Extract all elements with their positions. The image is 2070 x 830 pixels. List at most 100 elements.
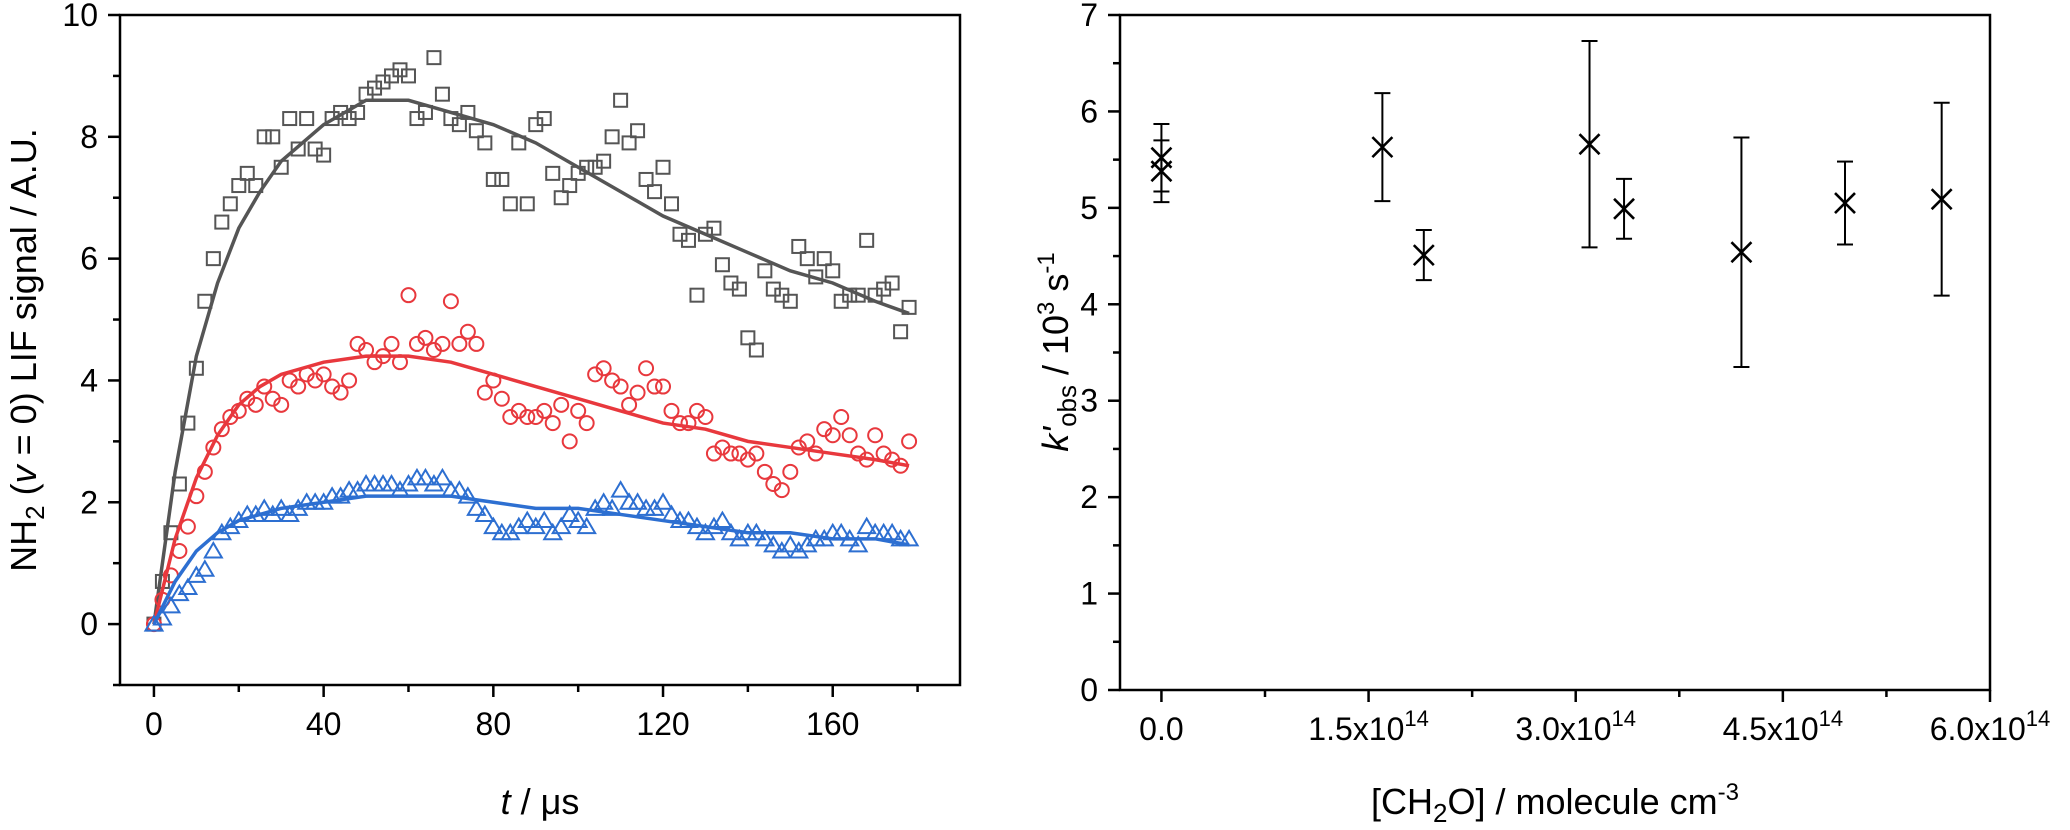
- data-point-circle: [230, 402, 247, 419]
- data-point-circle: [655, 378, 672, 395]
- data-point-triangle: [525, 516, 547, 535]
- data-point-circle: [247, 396, 264, 413]
- data-point-circle: [468, 335, 485, 352]
- left-y-axis-title: NH2 (v = 0) LIF signal / A.U.: [3, 128, 50, 572]
- data-point-circle: [663, 402, 680, 419]
- data-point-square: [426, 50, 442, 66]
- data-point-circle: [697, 409, 714, 425]
- y-tick-label: 8: [80, 119, 98, 155]
- data-point-cross: [1730, 241, 1753, 264]
- data-point-triangle: [847, 534, 869, 553]
- data-point-cross: [1834, 192, 1856, 214]
- data-point-circle: [833, 409, 850, 425]
- left-plot-frame: [118, 13, 962, 687]
- data-point-triangle: [533, 510, 555, 529]
- data-point-circle: [383, 335, 400, 352]
- data-point-circle: [722, 445, 739, 462]
- x-tick-label: 80: [476, 706, 512, 742]
- data-point-square: [893, 324, 909, 340]
- x-tick-label: 160: [806, 706, 859, 742]
- x-tick-label: 0.0: [1139, 711, 1183, 747]
- data-point-square: [502, 196, 518, 212]
- data-point-circle: [756, 463, 773, 480]
- data-point-circle: [536, 402, 553, 419]
- data-point-square: [197, 293, 213, 309]
- data-point-circle: [358, 342, 375, 358]
- data-point-triangle: [194, 559, 216, 577]
- lif-signal-chart: 0 40 80 120 160 0 2 4 6 8 10 t / μs NH2 (v = 0) LI…: [3, 0, 962, 822]
- data-point-square: [706, 220, 722, 236]
- data-point-circle: [459, 323, 476, 340]
- data-point-square: [714, 257, 730, 273]
- data-point-square: [757, 263, 773, 279]
- data-point-triangle: [584, 498, 606, 516]
- data-point-square: [468, 123, 484, 139]
- y-tick-label: 2: [80, 484, 98, 520]
- data-point-square: [273, 159, 289, 175]
- data-point-square: [799, 251, 815, 267]
- data-point-triangle: [763, 534, 784, 553]
- data-point-circle: [341, 372, 358, 389]
- data-point-cross: [1578, 133, 1601, 156]
- data-point-triangle: [542, 522, 563, 541]
- data-point-circle: [205, 439, 222, 456]
- data-point-square: [680, 232, 696, 248]
- data-point-circle: [629, 384, 646, 401]
- data-point-square: [460, 104, 476, 120]
- data-point-circle: [901, 433, 918, 450]
- y-tick-label: 7: [1080, 0, 1098, 33]
- left-x-axis-title: t / μs: [501, 781, 580, 822]
- data-point-square: [299, 111, 315, 127]
- y-tick-label: 4: [80, 362, 98, 398]
- data-point-circle: [493, 390, 510, 407]
- data-point-circle: [273, 396, 290, 413]
- x-tick-label: 1.5x1014: [1308, 706, 1429, 747]
- data-point-square: [647, 184, 663, 200]
- x-tick-label: 0: [145, 706, 163, 742]
- data-point-circle: [476, 384, 493, 401]
- right-plot-frame: [1118, 13, 1992, 692]
- data-point-circle: [612, 378, 629, 395]
- data-point-square: [884, 275, 900, 291]
- data-point-circle: [256, 378, 273, 395]
- data-point-triangle: [211, 522, 233, 541]
- data-point-square: [239, 165, 255, 181]
- data-point-circle: [290, 378, 307, 395]
- data-point-triangle: [898, 528, 920, 547]
- right-x-axis-title: [CH2O] / molecule cm-3: [1371, 779, 1739, 828]
- data-point-square: [655, 159, 671, 175]
- data-point-square: [613, 92, 629, 108]
- data-point-circle: [400, 287, 417, 304]
- data-point-circle: [519, 409, 536, 425]
- data-point-cross: [1613, 197, 1635, 220]
- data-point-square: [782, 293, 798, 309]
- data-point-triangle: [449, 480, 470, 498]
- data-point-square: [188, 360, 204, 376]
- data-point-circle: [196, 463, 213, 480]
- data-point-square: [485, 171, 501, 187]
- data-point-triangle: [287, 498, 309, 516]
- data-point-square: [579, 159, 595, 175]
- data-point-square: [842, 287, 858, 303]
- data-point-circle: [485, 372, 502, 389]
- data-point-circle: [799, 433, 816, 450]
- data-point-circle: [417, 329, 434, 346]
- data-point-circle: [807, 445, 824, 462]
- left-axis-ticks: 0 40 80 120 160 0 2 4 6 8 10: [62, 0, 919, 742]
- data-point-square: [562, 178, 578, 194]
- data-point-square: [553, 190, 569, 206]
- data-point-square: [265, 129, 281, 145]
- data-point-triangle: [186, 565, 207, 583]
- data-point-triangle: [466, 498, 487, 516]
- y-tick-label: 10: [62, 0, 98, 33]
- data-point-circle: [213, 421, 230, 438]
- data-point-triangle: [601, 498, 623, 516]
- data-point-cross: [1150, 160, 1173, 183]
- data-point-circle: [892, 457, 909, 474]
- data-point-square: [850, 287, 866, 303]
- data-point-triangle: [813, 528, 835, 547]
- data-point-square: [180, 415, 196, 431]
- data-point-circle: [332, 384, 349, 401]
- y-tick-label: 0: [1080, 672, 1098, 708]
- data-point-circle: [672, 415, 688, 432]
